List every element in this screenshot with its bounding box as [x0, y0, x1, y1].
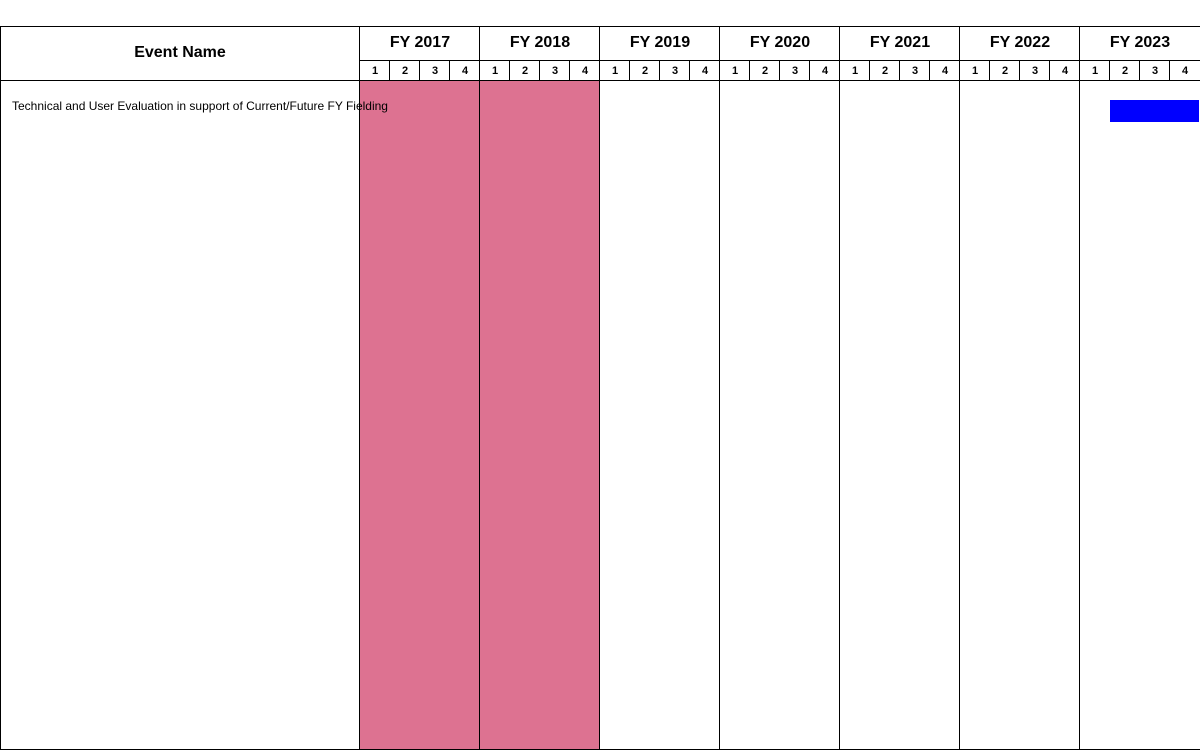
- quarter-label: 4: [461, 64, 469, 77]
- quarter-label: 4: [701, 64, 709, 77]
- quarter-label: 1: [1091, 64, 1099, 77]
- quarter-label: 1: [971, 64, 979, 77]
- quarter-label: 4: [941, 64, 949, 77]
- quarter-label: 2: [1001, 64, 1009, 77]
- quarter-label: 4: [581, 64, 589, 77]
- quarter-label: 2: [641, 64, 649, 77]
- quarter-label: 1: [491, 64, 499, 77]
- year-label: FY 2022: [989, 34, 1051, 51]
- year-label: FY 2019: [629, 34, 691, 51]
- year-label: FY 2017: [389, 34, 451, 51]
- quarter-label: 1: [611, 64, 619, 77]
- quarter-label: 3: [791, 64, 799, 77]
- quarter-label: 2: [761, 64, 769, 77]
- event-name: Technical and User Evaluation in support…: [12, 99, 388, 113]
- quarter-label: 1: [851, 64, 859, 77]
- year-label: FY 2021: [869, 34, 931, 51]
- quarter-label: 3: [671, 64, 679, 77]
- event-name-header: Event Name: [134, 44, 226, 61]
- year-label: FY 2023: [1109, 34, 1171, 51]
- quarter-label: 4: [821, 64, 829, 77]
- quarter-label: 3: [1031, 64, 1039, 77]
- quarter-label: 4: [1181, 64, 1189, 77]
- quarter-label: 2: [401, 64, 409, 77]
- event-bar: [1110, 100, 1199, 122]
- year-label: FY 2020: [749, 34, 811, 51]
- quarter-label: 3: [1151, 64, 1159, 77]
- quarter-label: 3: [551, 64, 559, 77]
- year-label: FY 2018: [509, 34, 571, 51]
- quarter-label: 3: [911, 64, 919, 77]
- year-highlight: [480, 80, 600, 749]
- quarter-label: 1: [371, 64, 379, 77]
- quarter-label: 3: [431, 64, 439, 77]
- quarter-label: 2: [521, 64, 529, 77]
- quarter-label: 1: [731, 64, 739, 77]
- year-highlight: [360, 80, 480, 749]
- quarter-label: 4: [1061, 64, 1069, 77]
- quarter-label: 2: [881, 64, 889, 77]
- quarter-label: 2: [1121, 64, 1129, 77]
